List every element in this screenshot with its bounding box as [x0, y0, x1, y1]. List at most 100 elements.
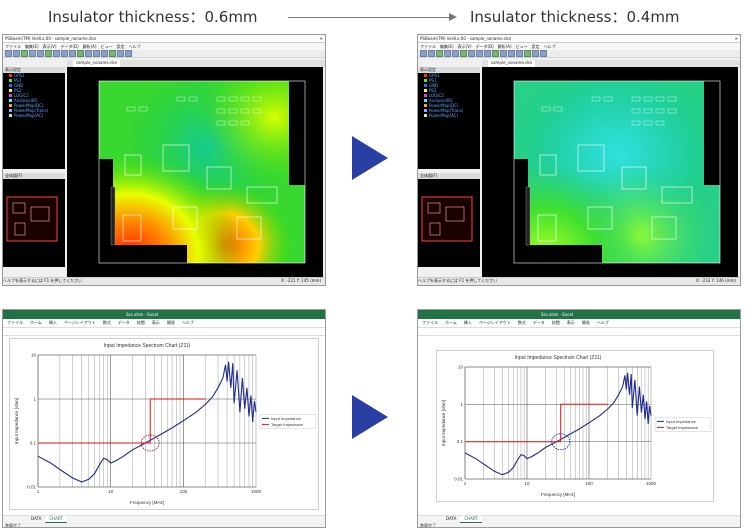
layer-item[interactable]: GPS1	[3, 73, 65, 78]
menu-item[interactable]: 編集(E)	[440, 43, 454, 49]
toolbar-button[interactable]	[500, 50, 507, 57]
toolbar-button[interactable]	[516, 50, 523, 57]
overview-board[interactable]	[418, 179, 480, 267]
toolbar-button[interactable]	[117, 50, 124, 57]
toolbar-button[interactable]	[420, 50, 427, 57]
ribbon-tab[interactable]: ファイル	[422, 320, 438, 325]
layer-item[interactable]: Analysis(IR)	[418, 98, 480, 103]
toolbar-button[interactable]	[21, 50, 28, 57]
toolbar-button[interactable]	[428, 50, 435, 57]
toolbar-button[interactable]	[61, 50, 68, 57]
formula-bar[interactable]	[418, 328, 740, 336]
toolbar-button[interactable]	[85, 50, 92, 57]
overview-board[interactable]	[3, 179, 65, 267]
toolbar-button[interactable]	[45, 50, 52, 57]
menu-item[interactable]: 表示(V)	[42, 43, 57, 49]
ribbon-tab[interactable]: ページレイアウト	[63, 320, 96, 325]
toolbar-button[interactable]	[53, 50, 60, 57]
layer-item[interactable]: PowerMap(DC)	[3, 103, 65, 108]
layer-item[interactable]: GND	[3, 83, 65, 88]
menu-item[interactable]: ヘルプ	[128, 43, 141, 49]
ribbon-tab[interactable]: データ	[532, 320, 545, 325]
menu-item[interactable]: ファイル	[5, 43, 21, 49]
ribbon-tab[interactable]: 表示	[151, 320, 160, 325]
ribbon-tab[interactable]: 校閲	[551, 320, 560, 325]
menu-item[interactable]: 解析(A)	[497, 43, 512, 49]
menu-item[interactable]: データ(D)	[475, 43, 494, 49]
toolbar-button[interactable]	[77, 50, 84, 57]
ribbon-tab[interactable]: ファイル	[7, 320, 23, 325]
analysis-canvas[interactable]	[482, 67, 738, 277]
layer-item[interactable]: PowerMap(DC)	[418, 103, 480, 108]
sheet-tab[interactable]: CHART	[460, 516, 482, 523]
toolbar-button[interactable]	[101, 50, 108, 57]
menu-item[interactable]: 表示(V)	[457, 43, 472, 49]
sheet-tab[interactable]: DATA	[446, 516, 457, 521]
layer-item[interactable]: Analysis(IR)	[3, 98, 65, 103]
layer-item[interactable]: PS1	[418, 78, 480, 83]
toolbar-button[interactable]	[13, 50, 20, 57]
close-icon[interactable]: ✕	[734, 36, 738, 41]
menu-item[interactable]: 解析(A)	[82, 43, 97, 49]
document-tab[interactable]: sample_noname.dsn	[73, 60, 121, 67]
ribbon-tab[interactable]: ホーム	[30, 320, 42, 325]
toolbar-button[interactable]	[492, 50, 499, 57]
chart-area[interactable]: Input Impedance Spectrum Chart (Z11) 0.01…	[9, 338, 319, 510]
layer-item[interactable]: PowerMap(AC)	[418, 113, 480, 118]
layer-item[interactable]: PowerMap(Trans)	[3, 108, 65, 113]
ribbon-tab[interactable]: 開発	[581, 320, 590, 325]
ribbon-tab[interactable]: 表示	[566, 320, 575, 325]
menu-item[interactable]: データ(D)	[60, 43, 79, 49]
toolbar-button[interactable]	[93, 50, 100, 57]
toolbar-button[interactable]	[5, 50, 12, 57]
ribbon-tab[interactable]: 開発	[166, 320, 175, 325]
layer-item[interactable]: PS1	[3, 78, 65, 83]
formula-bar[interactable]	[3, 328, 325, 336]
toolbar-button[interactable]	[476, 50, 483, 57]
layer-item[interactable]: PowerMap(Trans)	[418, 108, 480, 113]
ribbon-tab[interactable]: 数式	[102, 320, 111, 325]
menu-item[interactable]: ビュー	[515, 43, 528, 49]
toolbar-button[interactable]	[109, 50, 116, 57]
document-tab[interactable]: sample_noname.dsn	[488, 60, 536, 67]
close-icon[interactable]: ✕	[319, 36, 323, 41]
toolbar-button[interactable]	[524, 50, 531, 57]
ribbon-tab[interactable]: 数式	[517, 320, 526, 325]
toolbar-button[interactable]	[436, 50, 443, 57]
layer-item[interactable]: LOGIC2	[418, 93, 480, 98]
analysis-canvas[interactable]	[67, 67, 323, 277]
layer-item[interactable]: GND	[418, 83, 480, 88]
ribbon-tab[interactable]: ページレイアウト	[478, 320, 511, 325]
ribbon-tab[interactable]: 挿入	[463, 320, 472, 325]
toolbar-button[interactable]	[125, 50, 132, 57]
menu-item[interactable]: ヘルプ	[543, 43, 556, 49]
layer-item[interactable]: GPS1	[418, 73, 480, 78]
layer-item[interactable]: LOGIC2	[3, 93, 65, 98]
menu-item[interactable]: 設定	[531, 43, 540, 49]
sheet-tab[interactable]: DATA	[31, 516, 42, 521]
ribbon-tab[interactable]: データ	[117, 320, 130, 325]
layer-item[interactable]: PS2	[418, 88, 480, 93]
sheet-tab[interactable]: CHART	[45, 516, 67, 523]
toolbar-button[interactable]	[508, 50, 515, 57]
ribbon-tab[interactable]: 挿入	[48, 320, 57, 325]
toolbar-button[interactable]	[460, 50, 467, 57]
ribbon-tab[interactable]: ヘルプ	[596, 320, 609, 325]
ribbon-tab[interactable]: ホーム	[445, 320, 457, 325]
ribbon-tab[interactable]: 校閲	[136, 320, 145, 325]
menu-item[interactable]: 設定	[116, 43, 125, 49]
menu-item[interactable]: ビュー	[100, 43, 113, 49]
chart-area[interactable]: Input Impedance Spectrum Chart (Z11) 0.01…	[436, 350, 714, 502]
toolbar-button[interactable]	[468, 50, 475, 57]
layer-item[interactable]: PowerMap(AC)	[3, 113, 65, 118]
toolbar-button[interactable]	[532, 50, 539, 57]
toolbar-button[interactable]	[69, 50, 76, 57]
toolbar-button[interactable]	[29, 50, 36, 57]
menu-item[interactable]: 編集(E)	[25, 43, 39, 49]
menu-item[interactable]: ファイル	[420, 43, 436, 49]
toolbar-button[interactable]	[484, 50, 491, 57]
toolbar-button[interactable]	[540, 50, 547, 57]
toolbar-button[interactable]	[444, 50, 451, 57]
layer-item[interactable]: PS2	[3, 88, 65, 93]
toolbar-button[interactable]	[37, 50, 44, 57]
